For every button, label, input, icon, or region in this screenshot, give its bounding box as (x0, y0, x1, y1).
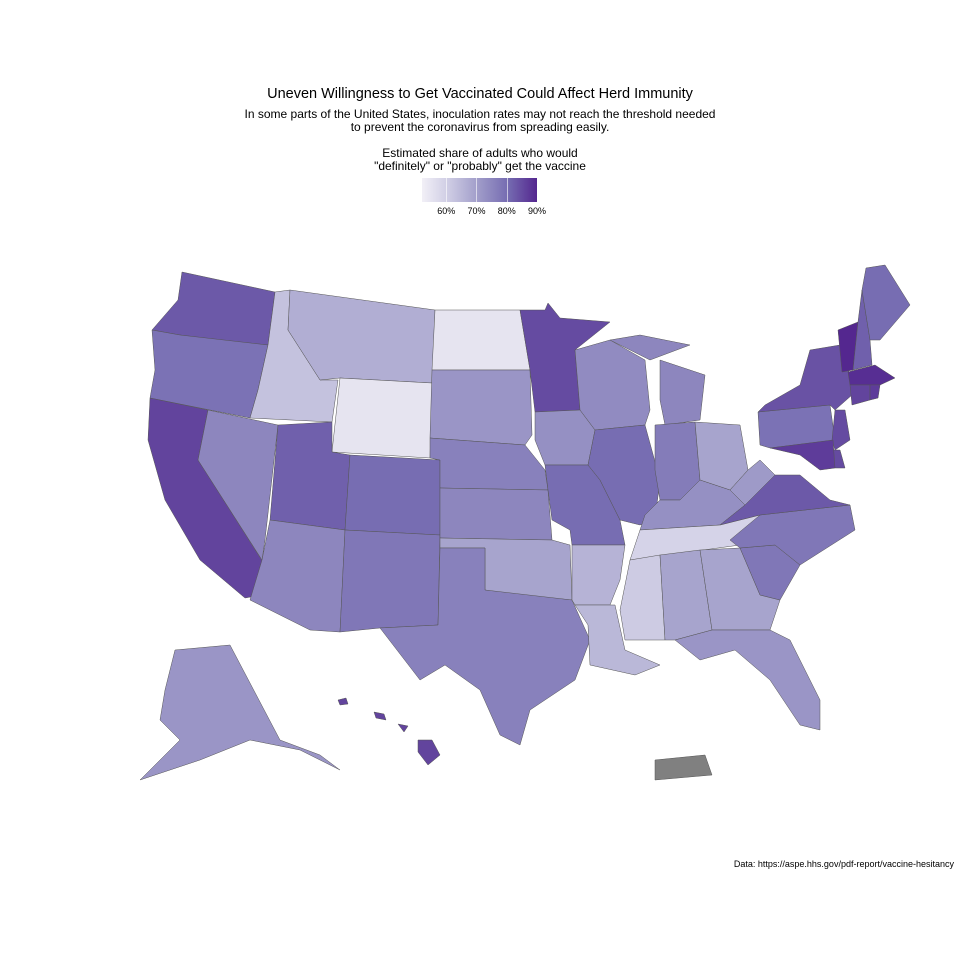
legend-tick-mark (446, 178, 448, 202)
state-shape (587, 424, 661, 526)
state-shape (852, 289, 873, 371)
state-nj (831, 409, 851, 451)
state-hi (337, 697, 441, 766)
state-mi (609, 334, 706, 426)
subtitle-line-1: In some parts of the United States, inoc… (244, 107, 716, 121)
chart-subtitle: In some parts of the United States, inoc… (0, 108, 960, 134)
state-mn (519, 302, 611, 413)
state-nh (852, 289, 873, 371)
state-shape (397, 723, 409, 733)
state-ny (757, 344, 853, 413)
state-shape (831, 409, 851, 451)
legend-tick-mark (476, 178, 478, 202)
state-ri (869, 384, 881, 401)
state-shape (571, 544, 626, 606)
state-shape (574, 339, 651, 431)
state-shape (869, 384, 881, 401)
state-shape (344, 454, 441, 536)
state-shape (429, 369, 533, 446)
state-fl (674, 629, 821, 731)
state-shape (861, 264, 911, 341)
state-shape (431, 309, 531, 371)
state-shape (337, 697, 349, 706)
state-nm (339, 529, 441, 633)
legend-tick-label: 90% (527, 206, 547, 216)
state-nv (197, 409, 279, 561)
legend-tick-label: 70% (467, 206, 486, 216)
state-wy (331, 377, 433, 459)
state-pr (654, 754, 713, 781)
state-shape (574, 604, 661, 676)
state-shape (609, 334, 691, 361)
state-shape (379, 547, 591, 746)
state-shape (373, 711, 387, 721)
state-shape (331, 377, 433, 459)
state-shape (729, 459, 776, 506)
state-ma (847, 364, 896, 386)
state-wv (729, 459, 776, 506)
state-shape (654, 754, 713, 781)
state-ak (139, 644, 341, 781)
state-ar (571, 544, 626, 606)
state-la (574, 604, 661, 676)
state-shape (139, 644, 341, 781)
state-shape (197, 409, 279, 561)
state-shape (847, 364, 896, 386)
state-nd (431, 309, 531, 371)
state-shape (519, 302, 611, 413)
legend-color-bar (422, 178, 537, 202)
state-shape (619, 554, 666, 641)
state-tx (379, 547, 591, 746)
state-shape (769, 439, 836, 471)
subtitle-line-2: to prevent the coronavirus from spreadin… (350, 120, 610, 134)
state-shape (439, 487, 553, 541)
legend-title: Estimated share of adults who would "def… (0, 147, 960, 173)
state-shape (849, 384, 871, 406)
state-ct (849, 384, 871, 406)
state-me (861, 264, 911, 341)
legend-title-line-1: Estimated share of adults who would (382, 146, 578, 160)
legend-tick-label: 80% (497, 206, 516, 216)
state-sd (429, 369, 533, 446)
state-shape (757, 344, 853, 413)
legend-tick-mark (537, 178, 538, 202)
state-shape (429, 437, 549, 491)
state-ms (619, 554, 666, 641)
state-shape (339, 529, 441, 633)
state-wi (574, 339, 651, 431)
state-shape (729, 504, 856, 566)
data-source-caption: Data: https://aspe.hhs.gov/pdf-report/va… (733, 859, 954, 869)
state-co (344, 454, 441, 536)
legend-title-line-2: "definitely" or "probably" get the vacci… (374, 159, 586, 173)
state-il (587, 424, 661, 526)
chart-title: Uneven Willingness to Get Vaccinated Cou… (267, 86, 693, 102)
legend-tick-mark (506, 178, 508, 202)
state-nc (729, 504, 856, 566)
state-shape (674, 629, 821, 731)
state-shape (417, 739, 441, 766)
state-ks (439, 487, 553, 541)
state-ne (429, 437, 549, 491)
state-md (769, 439, 836, 471)
legend-tick-label: 60% (437, 206, 456, 216)
state-shape (659, 359, 706, 426)
